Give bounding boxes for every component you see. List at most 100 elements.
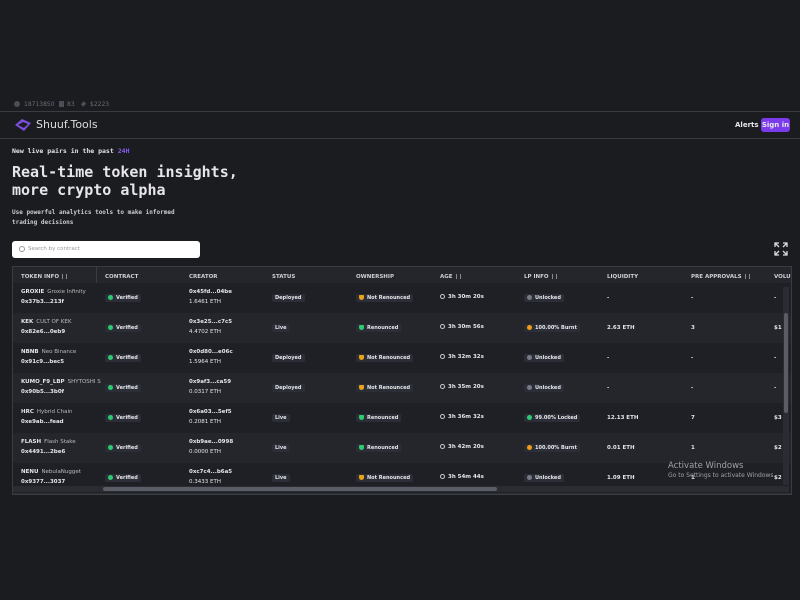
verified-dot — [108, 385, 113, 390]
token-address: 0xe9ab...fead — [21, 419, 64, 425]
sign-in-button[interactable]: Sign in — [761, 118, 790, 132]
lp-badge: Unlocked — [524, 474, 564, 482]
ownership-cell: Renounced — [356, 444, 436, 452]
token-name: NENU NebulaNugget — [21, 469, 101, 475]
liquidity: - — [607, 355, 610, 361]
contract-cell: Verified — [105, 444, 185, 452]
lp-badge: Unlocked — [524, 384, 564, 392]
title-line: more crypto alpha — [12, 181, 166, 199]
logo-icon — [15, 119, 31, 131]
volume: - — [774, 355, 777, 361]
lp-badge: Unlocked — [524, 354, 564, 362]
divider — [0, 138, 800, 139]
contract-badge: Verified — [105, 474, 141, 482]
token-full-name: NebulaNugget — [41, 469, 81, 475]
pre-approvals-cell: 3 — [691, 325, 771, 331]
lp-icon — [527, 385, 532, 390]
ownership-cell: Renounced — [356, 324, 436, 332]
pre-approvals: - — [691, 385, 694, 391]
column-header: TOKEN INFO — [21, 274, 101, 280]
volume-cell: - — [774, 295, 788, 301]
lp-text: Unlocked — [535, 385, 561, 391]
ownership-badge: Not Renounced — [356, 474, 414, 482]
status-badge: Live — [272, 474, 290, 482]
token-address: 0x37b3...213f — [21, 299, 64, 305]
creator-balance: 0.0000 ETH — [189, 449, 221, 455]
creator-balance: 1.5964 ETH — [189, 359, 221, 365]
status-cell: Deployed — [272, 354, 352, 362]
divider — [0, 111, 800, 112]
ownership-badge: Not Renounced — [356, 384, 414, 392]
contract-status: Verified — [116, 355, 138, 361]
pre-approvals: 7 — [691, 415, 695, 421]
creator-balance: 0.2081 ETH — [189, 419, 269, 425]
alerts-link[interactable]: Alerts — [735, 121, 759, 129]
lp-cell: Unlocked — [524, 294, 604, 302]
creator-balance: 0.0317 ETH — [189, 389, 269, 395]
lp-cell: 100.00% Burnt — [524, 444, 604, 452]
token-address: 0xe9ab...fead — [21, 419, 101, 425]
token-address: 0x9377...3037 — [21, 479, 101, 485]
creator-address: 0x3e25...c7c5 — [189, 319, 269, 325]
table-row: FLASH Flash Stake 0x4491...2be6 Verified 0xb… — [13, 433, 791, 464]
contract-badge: Verified — [105, 324, 141, 332]
pre-approvals: - — [691, 355, 694, 361]
contract-cell: Verified — [105, 354, 185, 362]
creator-address: 0x6a03...5ef5 — [189, 409, 269, 415]
creator-address: 0x9af3...ca59 — [189, 379, 232, 385]
token-name: KEK CULT OF KEK — [21, 319, 101, 325]
creator-address: 0xb9ae...0998 — [189, 439, 234, 445]
lp-cell: 100.00% Burnt — [524, 324, 604, 332]
token-symbol: GROXIE — [21, 289, 45, 295]
volume-cell: $2 — [774, 475, 788, 481]
age-cell: 3h 36m 32s — [440, 414, 520, 420]
creator-balance: 0.2081 ETH — [189, 419, 221, 425]
h-scroll-thumb[interactable] — [103, 487, 497, 491]
sort-icon — [744, 274, 750, 279]
search-box[interactable]: Search by contract — [12, 241, 200, 258]
sort-icon — [551, 274, 557, 279]
status-cell: Live — [272, 474, 352, 482]
volume-cell: $1 — [774, 325, 788, 331]
token-address: 0x4491...2be6 — [21, 449, 101, 455]
column-header: AGE — [440, 274, 520, 280]
status-text: Live — [275, 325, 287, 331]
column-header: STATUS — [272, 274, 352, 280]
lp-icon — [527, 295, 532, 300]
token-full-name: Groxie Infinity — [47, 289, 86, 295]
table-row: KEK CULT OF KEK 0x82e6...0eb9 Verified 0x3e2… — [13, 313, 791, 344]
liquidity-cell: - — [607, 295, 687, 301]
token-address: 0x82e6...0eb9 — [21, 329, 66, 335]
creator-balance: 0.3433 ETH — [189, 479, 221, 485]
creator-address: 0x45fd...04be — [189, 289, 232, 295]
liquidity-cell: 1.09 ETH — [607, 475, 687, 481]
age-text: 3h 30m 56s — [448, 324, 484, 330]
column-label: OWNERSHIP — [356, 274, 394, 280]
column-label: CREATOR — [189, 274, 218, 280]
age-text: 3h 30m 20s — [448, 294, 484, 300]
token-symbol: NBNB — [21, 349, 39, 355]
token-address: 0x91c9...bec5 — [21, 359, 101, 365]
expand-icon[interactable] — [774, 242, 788, 256]
pre-approvals: 3 — [691, 325, 695, 331]
status-text: Deployed — [275, 355, 302, 361]
creator-address: 0x6a03...5ef5 — [189, 409, 232, 415]
volume-cell: $2 — [774, 445, 788, 451]
age-text: 3h 42m 20s — [448, 444, 484, 450]
status-text: Live — [275, 475, 287, 481]
age-text: 3h 32m 32s — [448, 354, 484, 360]
lp-badge: 99.00% Locked — [524, 414, 581, 422]
creator-balance: 1.6461 ETH — [189, 299, 221, 305]
token-name: FLASH Flash Stake — [21, 439, 101, 445]
verified-dot — [108, 355, 113, 360]
table-row: GROXIE Groxie Infinity 0x37b3...213f Verifi… — [13, 283, 791, 314]
token-address: 0x90b5...3b0f — [21, 389, 101, 395]
age-cell: 3h 30m 20s — [440, 294, 520, 300]
v-scroll-thumb[interactable] — [784, 313, 788, 413]
contract-badge: Verified — [105, 384, 141, 392]
status-text: Live — [275, 415, 287, 421]
token-full-name: Neo Binance — [41, 349, 77, 355]
volume: $2 — [774, 445, 782, 451]
column-header: CONTRACT — [105, 274, 185, 280]
